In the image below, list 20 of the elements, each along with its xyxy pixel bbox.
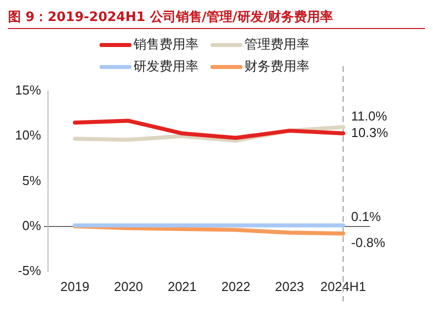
y-tick-label: 10% bbox=[14, 128, 42, 143]
x-tick-label: 2019 bbox=[60, 278, 90, 294]
chart-title: 图 9：2019-2024H1 公司销售/管理/研发/财务费用率 bbox=[8, 8, 425, 29]
y-tick-label: 15% bbox=[14, 82, 42, 98]
x-tick-label: 2021 bbox=[168, 278, 197, 294]
x-tick-label: 2023 bbox=[275, 278, 304, 294]
data-label: 11.0% bbox=[351, 108, 388, 124]
data-label: -0.8% bbox=[351, 235, 386, 250]
y-tick-label: -5% bbox=[18, 262, 42, 278]
y-tick-label: 5% bbox=[22, 172, 42, 188]
x-tick-label: 2020 bbox=[114, 278, 143, 294]
legend-label: 管理费用率 bbox=[244, 36, 310, 52]
data-label: 0.1% bbox=[351, 208, 382, 224]
y-tick-label: 0% bbox=[22, 218, 42, 233]
data-label: 10.3% bbox=[351, 124, 388, 140]
x-tick-label: 2022 bbox=[221, 278, 250, 294]
legend-label: 财务费用率 bbox=[244, 58, 310, 74]
legend-label: 研发费用率 bbox=[134, 58, 198, 74]
x-tick-label: 2024H1 bbox=[320, 278, 366, 294]
legend-label: 销售费用率 bbox=[132, 36, 198, 52]
